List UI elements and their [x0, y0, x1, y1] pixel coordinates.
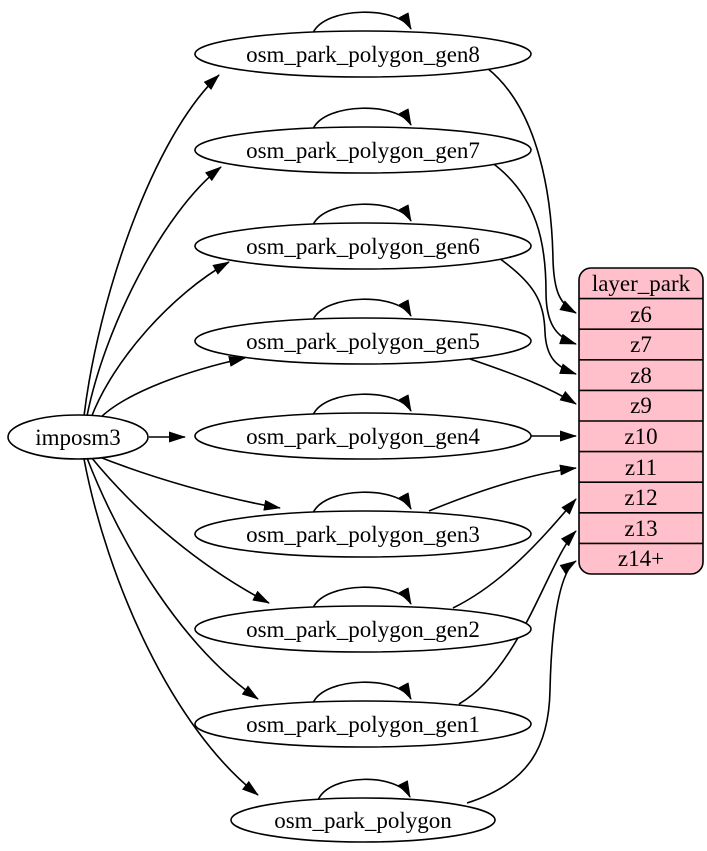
edge-imposm3-to-osm_park_polygon_gen7	[86, 166, 222, 417]
edge-osm_park_polygon_gen6-to-z8	[495, 255, 577, 375]
edge-imposm3-to-osm_park_polygon_gen2	[90, 456, 270, 604]
edge-osm_park_polygon_gen7-to-z7	[490, 161, 577, 345]
node-osm_park_polygon: osm_park_polygon	[230, 797, 496, 843]
edge-imposm3-to-osm_park_polygon_gen6	[90, 261, 230, 419]
layer-park-row-z8: z8	[630, 363, 652, 388]
node-ellipse	[194, 30, 532, 78]
node-osm_park_polygon_gen2: osm_park_polygon_gen2	[194, 605, 532, 653]
node-ellipse	[194, 510, 532, 558]
self-loop-osm_park_polygon_gen1	[312, 681, 412, 704]
layer-park-row-z13: z13	[624, 516, 657, 541]
node-osm_park_polygon_gen8: osm_park_polygon_gen8	[194, 30, 532, 78]
node-label: osm_park_polygon_gen3	[246, 522, 480, 547]
node-osm_park_polygon_gen1: osm_park_polygon_gen1	[194, 700, 532, 748]
edge-osm_park_polygon_gen8-to-z6	[486, 67, 577, 314]
node-label: osm_park_polygon_gen1	[246, 712, 480, 737]
node-ellipse	[194, 412, 532, 460]
layer-park-title: layer_park	[592, 271, 691, 296]
self-loop-osm_park_polygon_gen5	[312, 298, 412, 321]
layer-park-row-z7: z7	[630, 332, 652, 357]
node-osm_park_polygon_gen7: osm_park_polygon_gen7	[194, 126, 532, 174]
node-ellipse	[230, 797, 496, 843]
edge-imposm3-to-osm_park_polygon_gen1	[86, 457, 259, 700]
layer-park-row-z11: z11	[625, 455, 657, 480]
edge-imposm3-to-osm_park_polygon_gen5	[97, 356, 246, 421]
edge-osm_park_polygon_gen2-to-z12	[452, 498, 577, 609]
self-loop-osm_park_polygon_gen8	[312, 11, 412, 34]
node-layer_park: layer_park z6 z7 z8 z9 z10 z11 z12 z13 z…	[578, 267, 704, 575]
self-loop-osm_park_polygon_gen7	[312, 107, 412, 130]
layer-park-row-z12: z12	[624, 485, 657, 510]
node-label: osm_park_polygon	[274, 808, 452, 833]
node-label: osm_park_polygon_gen6	[246, 234, 480, 259]
node-label: osm_park_polygon_gen2	[246, 617, 480, 642]
edge-imposm3-to-osm_park_polygon_gen3	[96, 455, 281, 511]
edge-osm_park_polygon-to-z14plus	[466, 560, 577, 804]
edge-osm_park_polygon_gen3-to-z11	[428, 464, 577, 512]
self-loop-osm_park_polygon_gen4	[312, 393, 412, 416]
self-loop-osm_park_polygon_gen6	[312, 203, 412, 226]
node-osm_park_polygon_gen4: osm_park_polygon_gen4	[194, 412, 532, 460]
node-label: osm_park_polygon_gen5	[246, 329, 480, 354]
edge-imposm3-to-osm_park_polygon_gen8	[83, 74, 220, 417]
node-ellipse	[194, 126, 532, 174]
edge-imposm3-to-osm_park_polygon	[83, 458, 259, 796]
layer-park-row-z10: z10	[624, 424, 657, 449]
self-loop-osm_park_polygon_gen3	[312, 491, 412, 514]
node-ellipse	[194, 700, 532, 748]
layer-park-row-z9: z9	[630, 393, 652, 418]
self-loop-osm_park_polygon_gen2	[312, 586, 412, 609]
layer-park-row-z6: z6	[630, 302, 652, 327]
node-ellipse	[194, 605, 532, 653]
node-osm_park_polygon_gen5: osm_park_polygon_gen5	[194, 317, 532, 365]
node-imposm3-ellipse	[7, 414, 149, 460]
node-osm_park_polygon_gen3: osm_park_polygon_gen3	[194, 510, 532, 558]
node-label: osm_park_polygon_gen4	[246, 424, 480, 449]
layer-park-row-z14plus: z14+	[618, 546, 664, 571]
node-osm_park_polygon_gen6: osm_park_polygon_gen6	[194, 222, 532, 270]
node-imposm3-label: imposm3	[35, 425, 121, 450]
node-ellipse	[194, 222, 532, 270]
edge-osm_park_polygon_gen1-to-z13	[458, 530, 577, 705]
node-imposm3: imposm3	[7, 414, 149, 460]
self-loop-osm_park_polygon	[317, 778, 411, 801]
node-label: osm_park_polygon_gen8	[246, 42, 480, 67]
edges-from-source	[83, 74, 281, 796]
node-ellipse	[194, 317, 532, 365]
self-loop-edges	[312, 11, 412, 801]
node-label: osm_park_polygon_gen7	[246, 138, 480, 163]
edges-to-layer	[428, 67, 577, 804]
edge-osm_park_polygon_gen5-to-z9	[469, 358, 577, 405]
